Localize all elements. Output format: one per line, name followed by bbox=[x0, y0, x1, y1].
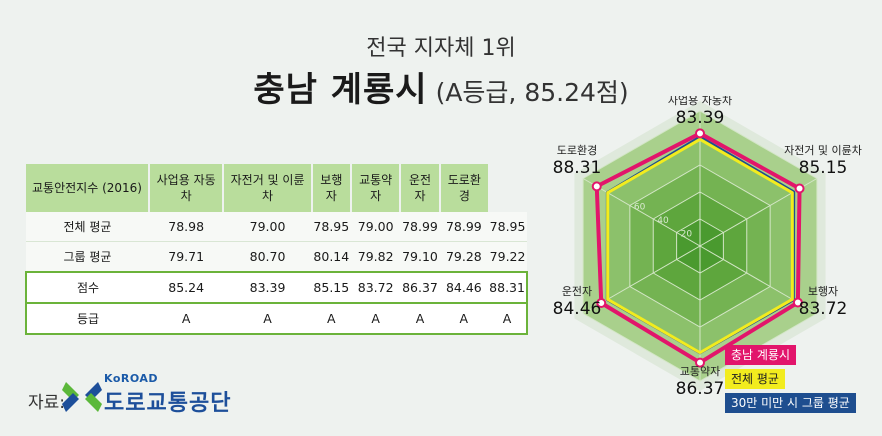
column-header: 자전거 및 이륜차 bbox=[223, 164, 313, 212]
row-label: 등급 bbox=[25, 302, 149, 335]
table-cell: 78.99 bbox=[400, 212, 440, 242]
radar-axis-label: 보행자 bbox=[808, 285, 838, 298]
radar-point bbox=[794, 183, 805, 194]
table-cell: A bbox=[223, 302, 312, 335]
radar-series-line bbox=[606, 137, 794, 355]
table-cell: A bbox=[149, 302, 224, 335]
logo-text-en: KoROAD bbox=[104, 372, 159, 385]
table-cell: A bbox=[439, 302, 489, 335]
legend-entry-national-average: 전체 평균 bbox=[725, 369, 785, 389]
column-header: 교통안전지수 (2016) bbox=[26, 164, 150, 212]
radar-value-label: 83.39 bbox=[676, 108, 725, 128]
table-cell: A bbox=[311, 302, 351, 335]
table-cell: 79.71 bbox=[149, 241, 224, 273]
table-cell: 79.10 bbox=[400, 241, 440, 273]
table-cell: 80.14 bbox=[311, 241, 351, 273]
radar-axis-label: 운전자 bbox=[562, 285, 592, 298]
table-cell: 85.15 bbox=[311, 271, 351, 304]
radar-value-label: 88.31 bbox=[553, 158, 602, 178]
table-cell: 79.22 bbox=[488, 241, 527, 273]
table-cell: A bbox=[488, 302, 528, 335]
column-header: 교통약자 bbox=[350, 164, 402, 212]
radar-point bbox=[695, 128, 705, 139]
table-header-row: 교통안전지수 (2016) 사업용 자동차 자전거 및 이륜차 보행자 교통약자… bbox=[26, 164, 527, 212]
radar-value-label: 84.46 bbox=[553, 299, 602, 319]
stats-table: 교통안전지수 (2016) 사업용 자동차 자전거 및 이륜차 보행자 교통약자… bbox=[25, 164, 528, 335]
table-cell: 84.46 bbox=[439, 271, 489, 304]
radar-axis-label: 교통약자 bbox=[680, 364, 720, 378]
radar-value-label: 85.15 bbox=[799, 158, 848, 178]
row-label: 전체 평균 bbox=[26, 212, 149, 242]
table-row-score: 점수 85.24 83.39 85.15 83.72 86.37 84.46 8… bbox=[25, 271, 528, 304]
row-label: 그룹 평균 bbox=[26, 241, 149, 273]
table-row: 전체 평균 78.98 79.00 78.95 79.00 78.99 78.9… bbox=[26, 212, 527, 242]
radar-value-label: 83.72 bbox=[799, 299, 848, 319]
radar-tick-label: 20 bbox=[681, 230, 693, 240]
table-cell: 86.37 bbox=[400, 271, 440, 304]
radar-point bbox=[695, 357, 705, 368]
radar-axis-label: 도로환경 bbox=[557, 144, 597, 157]
koroad-logo: KoROAD 도로교통공단 bbox=[62, 372, 262, 418]
table-cell: A bbox=[350, 302, 401, 335]
row-label: 점수 bbox=[25, 271, 149, 304]
table-cell: 85.24 bbox=[149, 271, 224, 304]
table-cell: 80.70 bbox=[223, 241, 312, 273]
source-label: 자료: bbox=[28, 393, 66, 413]
radar-value-label: 86.37 bbox=[676, 379, 725, 396]
title-note: (A등급, 85.24점) bbox=[435, 78, 629, 107]
logo-text-kr: 도로교통공단 bbox=[104, 391, 232, 416]
table-cell: 83.72 bbox=[350, 271, 401, 304]
legend-entry-gyeryong: 충남 계룡시 bbox=[725, 345, 797, 365]
radar-point bbox=[792, 297, 803, 308]
radar-tick-label: 40 bbox=[657, 216, 669, 226]
table-cell: 78.99 bbox=[439, 212, 489, 242]
table-cell: 78.95 bbox=[488, 212, 527, 242]
radar-point bbox=[591, 181, 602, 192]
title-main: 충남 계룡시 bbox=[253, 70, 428, 110]
table-cell: 79.00 bbox=[223, 212, 312, 242]
table-cell: 79.00 bbox=[350, 212, 401, 242]
table-cell: 83.39 bbox=[223, 271, 312, 304]
radar-axis-label: 사업용 자동차 bbox=[668, 96, 732, 107]
table-row-grade: 등급 A A A A A A A bbox=[25, 302, 528, 335]
koroad-logo-mark bbox=[62, 382, 102, 412]
radar-axis-label: 자전거 및 이륜차 bbox=[784, 144, 862, 157]
table-cell: 79.82 bbox=[350, 241, 401, 273]
table-cell: 78.98 bbox=[149, 212, 224, 242]
table-cell: 78.95 bbox=[311, 212, 351, 242]
column-header: 운전자 bbox=[400, 164, 441, 212]
column-header: 보행자 bbox=[311, 164, 352, 212]
radar-tick-label: 60 bbox=[634, 203, 646, 213]
column-header: 도로환경 bbox=[439, 164, 489, 212]
page-title: 충남 계룡시 (A등급, 85.24점) bbox=[0, 62, 882, 111]
radar-point bbox=[596, 298, 607, 309]
table-cell: A bbox=[400, 302, 440, 335]
page-subtitle: 전국 지자체 1위 bbox=[366, 36, 516, 61]
column-header: 사업용 자동차 bbox=[149, 164, 225, 212]
table-cell: 79.28 bbox=[439, 241, 489, 273]
table-row: 그룹 평균 79.71 80.70 80.14 79.82 79.10 79.2… bbox=[26, 241, 527, 273]
table-cell: 88.31 bbox=[488, 271, 528, 304]
radar-axis-line bbox=[582, 178, 701, 247]
legend-entry-group-average: 30만 미만 시 그룹 평균 bbox=[725, 393, 856, 413]
